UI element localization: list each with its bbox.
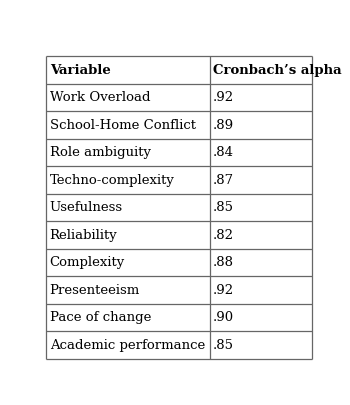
Text: Cronbach’s alpha: Cronbach’s alpha bbox=[213, 64, 342, 77]
Text: Work Overload: Work Overload bbox=[50, 91, 150, 104]
Text: Usefulness: Usefulness bbox=[50, 201, 123, 214]
Text: .92: .92 bbox=[213, 91, 234, 104]
Text: .90: .90 bbox=[213, 311, 234, 324]
Text: Reliability: Reliability bbox=[50, 229, 118, 242]
Text: Pace of change: Pace of change bbox=[50, 311, 151, 324]
Text: .85: .85 bbox=[213, 339, 234, 352]
Text: .84: .84 bbox=[213, 146, 234, 159]
Text: Academic performance: Academic performance bbox=[50, 339, 205, 352]
Text: Complexity: Complexity bbox=[50, 256, 125, 269]
Text: Techno-complexity: Techno-complexity bbox=[50, 174, 175, 187]
Text: .89: .89 bbox=[213, 119, 234, 132]
Text: Presenteeism: Presenteeism bbox=[50, 284, 140, 296]
Text: School-Home Conflict: School-Home Conflict bbox=[50, 119, 196, 132]
Text: .87: .87 bbox=[213, 174, 234, 187]
Text: .92: .92 bbox=[213, 284, 234, 296]
Text: .88: .88 bbox=[213, 256, 234, 269]
Text: .85: .85 bbox=[213, 201, 234, 214]
Text: .82: .82 bbox=[213, 229, 234, 242]
Text: Role ambiguity: Role ambiguity bbox=[50, 146, 151, 159]
Text: Variable: Variable bbox=[50, 64, 111, 77]
